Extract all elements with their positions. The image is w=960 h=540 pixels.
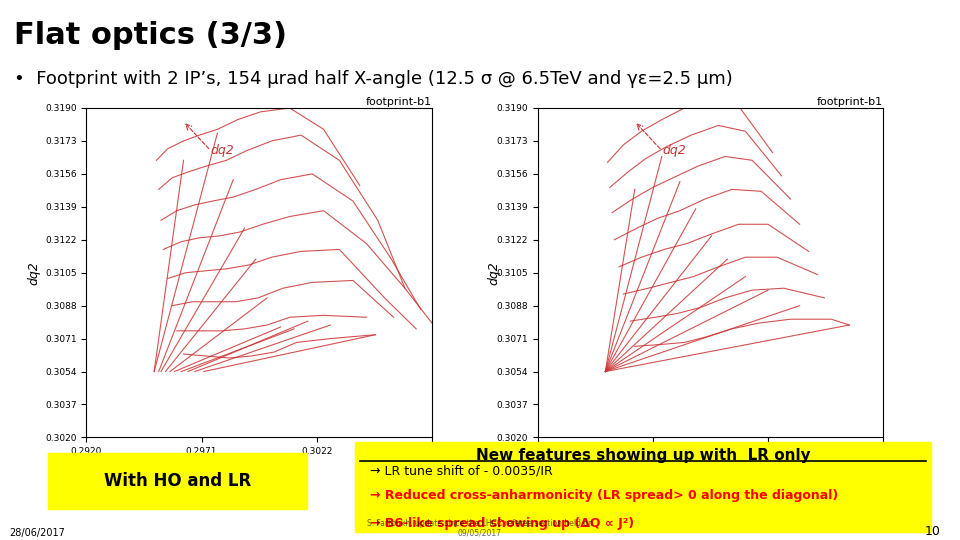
Text: New features showing up with  LR only: New features showing up with LR only	[476, 448, 810, 463]
Text: footprint-b1: footprint-b1	[817, 97, 883, 107]
Text: → LR tune shift of - 0.0035/IR: → LR tune shift of - 0.0035/IR	[370, 464, 552, 477]
Text: S. Fartoukh, update since the LHCC referee section held on
09/05/2017: S. Fartoukh, update since the LHCC refer…	[367, 518, 593, 538]
Text: dq2: dq2	[488, 261, 501, 285]
Text: 28/06/2017: 28/06/2017	[10, 528, 65, 538]
Text: •  Footprint with 2 IP’s, 154 μrad half X-angle (12.5 σ @ 6.5TeV and γε=2.5 μm): • Footprint with 2 IP’s, 154 μrad half X…	[14, 70, 733, 88]
Text: dq2: dq2	[211, 144, 234, 157]
Text: Flat optics (3/3): Flat optics (3/3)	[14, 22, 287, 50]
Text: 10: 10	[924, 525, 941, 538]
Text: → B6-like spread showing up (ΔQ ∝ J²): → B6-like spread showing up (ΔQ ∝ J²)	[370, 517, 634, 530]
Text: → Reduced cross-anharmonicity (LR spread> 0 along the diagonal): → Reduced cross-anharmonicity (LR spread…	[370, 489, 838, 502]
Text: dq2: dq2	[662, 144, 685, 157]
Bar	[355, 442, 931, 532]
Text: dq2: dq2	[27, 261, 40, 285]
X-axis label: dq1: dq1	[699, 462, 722, 475]
Bar	[48, 453, 307, 509]
Text: With HO and LR: With HO and LR	[104, 472, 252, 490]
Text: footprint-b1: footprint-b1	[366, 97, 432, 107]
X-axis label: dq1: dq1	[248, 462, 271, 475]
